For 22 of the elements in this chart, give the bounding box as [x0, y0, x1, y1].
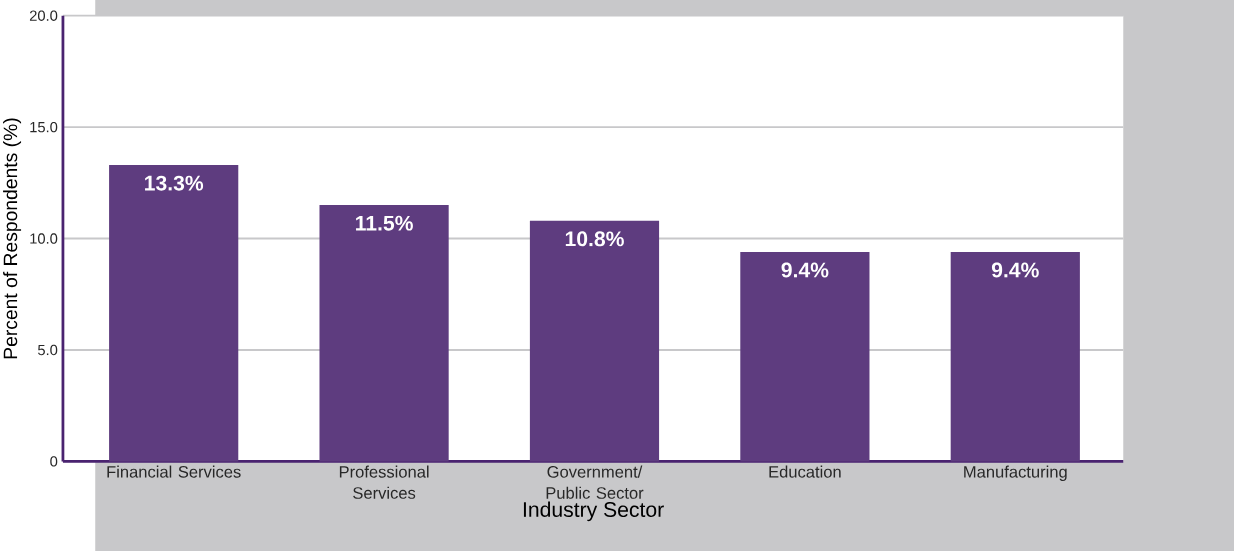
x-tick-label: Manufacturing [964, 465, 1067, 482]
data-label: 10.8% [565, 231, 624, 247]
data-label: 11.5% [356, 215, 413, 231]
x-tick-label: Professional Services [339, 465, 429, 499]
bar [950, 251, 1080, 462]
bar [109, 165, 239, 462]
data-label: 9.4% [781, 262, 829, 278]
y-axis-title: Percent of Respondents (%) [3, 118, 22, 359]
x-tick-label: Financial Services [107, 465, 241, 478]
bar [740, 251, 870, 462]
x-tick-label: Education [769, 465, 841, 478]
data-label: 9.4% [991, 262, 1039, 278]
y-tick-label: 15.0 [30, 121, 58, 133]
y-tick-label: 10.0 [30, 233, 58, 244]
bar [529, 220, 660, 462]
y-tick-label: 5.0 [37, 344, 58, 356]
x-tick-label: Government/ Public Sector [546, 465, 644, 499]
y-tick-label: 20.0 [29, 10, 58, 21]
x-axis-title: Industry Sector [523, 501, 664, 522]
y-tick-label: 0 [50, 456, 58, 467]
data-label: 13.3% [145, 175, 204, 191]
bar [319, 205, 449, 462]
